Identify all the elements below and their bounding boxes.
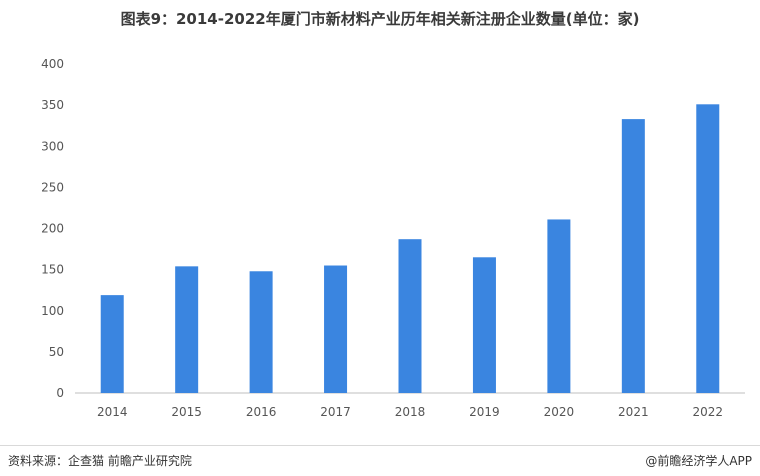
y-axis: 0 50 100 150 200 250 300 350 400 [41, 57, 64, 400]
source-note: 资料来源：企查猫 前瞻产业研究院 [8, 454, 192, 468]
x-tick-label: 2019 [469, 405, 500, 419]
bar-2018 [398, 239, 422, 393]
y-tick-label: 100 [41, 304, 64, 318]
x-tick-label: 2017 [320, 405, 351, 419]
x-tick-label: 2022 [693, 405, 724, 419]
app-credit-text: @前瞻经济学人APP [645, 454, 752, 468]
footer: 资料来源：企查猫 前瞻产业研究院 @前瞻经济学人APP [0, 445, 760, 476]
x-tick-label: 2014 [97, 405, 128, 419]
bar-2019 [472, 257, 496, 393]
bar-2017 [324, 265, 348, 393]
app-credit: @前瞻经济学人APP [645, 452, 752, 469]
y-tick-label: 250 [41, 180, 64, 194]
x-tick-label: 2021 [618, 405, 649, 419]
bar-2020 [547, 219, 571, 393]
x-axis: 2014 2015 2016 2017 2018 2019 2020 2021 2022 [97, 405, 723, 419]
y-tick-label: 200 [41, 222, 64, 236]
x-tick-label: 2020 [544, 405, 575, 419]
x-tick-label: 2015 [171, 405, 202, 419]
bar-2015 [175, 266, 199, 393]
y-tick-label: 0 [56, 386, 64, 400]
x-tick-label: 2018 [395, 405, 426, 419]
y-tick-label: 50 [49, 345, 64, 359]
y-tick-label: 300 [41, 139, 64, 153]
bar-2016 [249, 271, 273, 393]
chart-title: 图表9：2014-2022年厦门市新材料产业历年相关新注册企业数量(单位：家) [120, 10, 640, 28]
bar-2021 [621, 119, 645, 394]
bars [100, 104, 720, 394]
bar-2022 [696, 104, 720, 394]
y-tick-label: 400 [41, 57, 64, 71]
y-tick-label: 150 [41, 263, 64, 277]
y-tick-label: 350 [41, 98, 64, 112]
x-tick-label: 2016 [246, 405, 277, 419]
bar-2014 [100, 295, 124, 393]
